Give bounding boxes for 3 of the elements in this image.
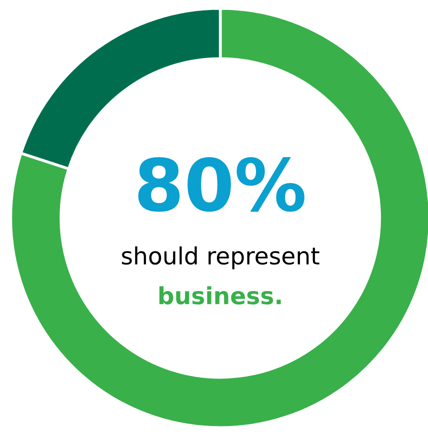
text: business. (159, 286, 281, 305)
text: 80% (138, 157, 304, 212)
text: should represent (122, 246, 320, 270)
